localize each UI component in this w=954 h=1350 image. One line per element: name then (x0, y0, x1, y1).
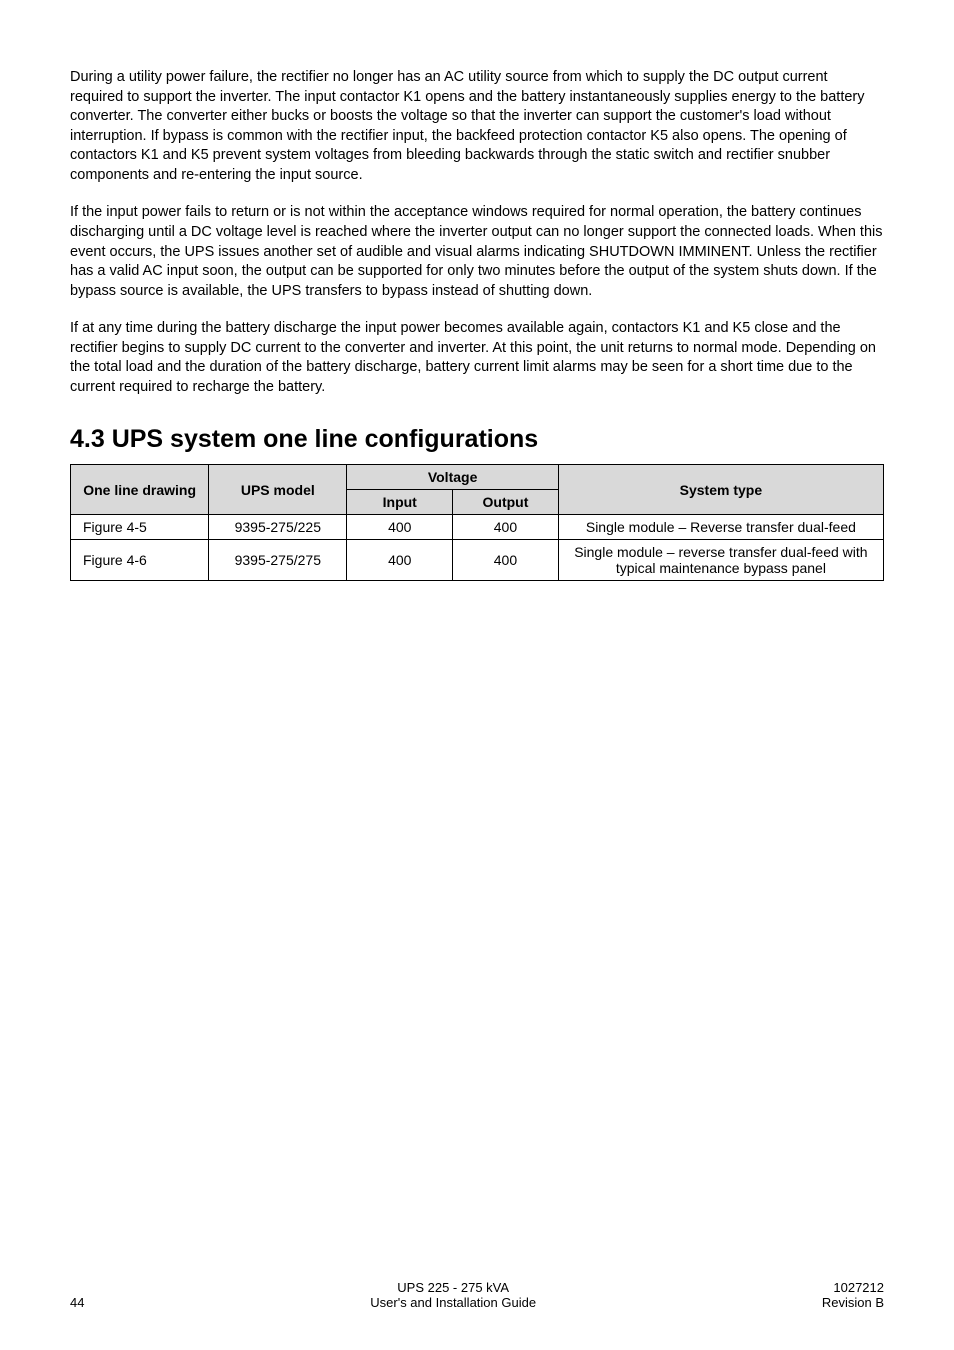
footer-right: 1027212 Revision B (822, 1280, 884, 1310)
cell-ups-model: 9395-275/275 (209, 540, 347, 581)
cell-output: 400 (453, 515, 559, 540)
th-output: Output (453, 490, 559, 515)
footer-doc-title-line1: UPS 225 - 275 kVA (370, 1280, 536, 1295)
table-row: Figure 4-6 9395-275/275 400 400 Single m… (71, 540, 884, 581)
cell-one-line: Figure 4-6 (71, 540, 209, 581)
table-row: Figure 4-5 9395-275/225 400 400 Single m… (71, 515, 884, 540)
body-paragraph-1: During a utility power failure, the rect… (70, 68, 884, 185)
footer-revision: Revision B (822, 1295, 884, 1310)
th-ups-model: UPS model (209, 465, 347, 515)
cell-system-type: Single module – reverse transfer dual-fe… (558, 540, 883, 581)
cell-output: 400 (453, 540, 559, 581)
section-heading: 4.3 UPS system one line configurations (70, 425, 884, 454)
cell-input: 400 (347, 540, 453, 581)
cell-one-line: Figure 4-5 (71, 515, 209, 540)
footer-doc-title-line2: User's and Installation Guide (370, 1295, 536, 1310)
cell-input: 400 (347, 515, 453, 540)
th-input: Input (347, 490, 453, 515)
th-one-line: One line drawing (71, 465, 209, 515)
th-voltage: Voltage (347, 465, 558, 490)
footer-doc-number: 1027212 (822, 1280, 884, 1295)
cell-ups-model: 9395-275/225 (209, 515, 347, 540)
table-header-row-1: One line drawing UPS model Voltage Syste… (71, 465, 884, 490)
th-system-type: System type (558, 465, 883, 515)
footer-page-number: 44 (70, 1295, 84, 1310)
body-paragraph-2: If the input power fails to return or is… (70, 203, 884, 301)
body-paragraph-3: If at any time during the battery discha… (70, 319, 884, 397)
cell-system-type: Single module – Reverse transfer dual-fe… (558, 515, 883, 540)
page-footer: 44 UPS 225 - 275 kVA User's and Installa… (70, 1280, 884, 1310)
footer-center: UPS 225 - 275 kVA User's and Installatio… (370, 1280, 536, 1310)
config-table: One line drawing UPS model Voltage Syste… (70, 464, 884, 581)
